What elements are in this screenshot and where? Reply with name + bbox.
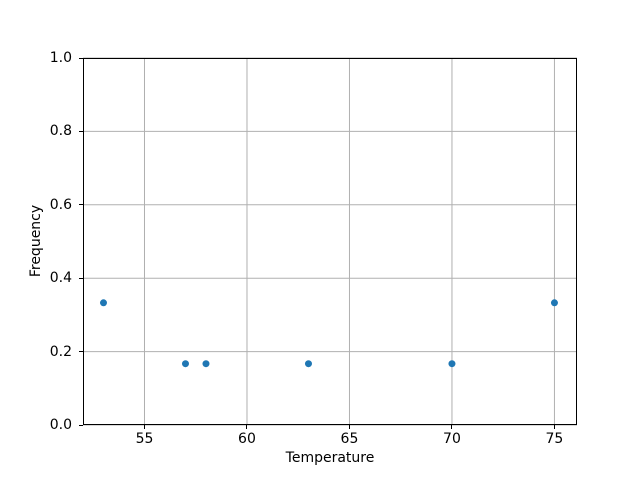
x-tick-mark — [451, 425, 453, 429]
x-tick-label: 75 — [545, 431, 564, 447]
y-tick-label: 0.8 — [49, 123, 72, 140]
x-tick-label: 65 — [340, 431, 359, 447]
scatter-point — [181, 360, 189, 368]
y-tick-label: 0.2 — [49, 343, 72, 360]
x-tick-mark — [143, 425, 145, 429]
y-tick-label: 1.0 — [49, 50, 72, 66]
x-tick-mark — [246, 425, 248, 429]
x-tick-mark — [348, 425, 350, 429]
y-tick-mark — [79, 424, 83, 426]
scatter-point — [304, 360, 312, 368]
x-tick-label: 55 — [135, 431, 154, 447]
plot-border — [83, 58, 577, 425]
y-tick-label: 0.4 — [49, 270, 72, 287]
scatter-point — [550, 299, 558, 307]
y-axis-label-text: Frequency — [28, 204, 45, 278]
scatter-point — [448, 360, 456, 368]
y-tick-label: 0.0 — [49, 417, 72, 433]
y-tick-mark — [79, 130, 83, 132]
plot-area — [83, 57, 577, 426]
y-tick-mark — [79, 351, 83, 353]
x-tick-label: 70 — [443, 431, 461, 447]
x-tick-label: 60 — [238, 431, 256, 447]
y-tick-mark — [79, 277, 83, 279]
x-axis-label: Temperature — [285, 450, 375, 466]
y-tick-mark — [79, 57, 83, 59]
x-tick-mark — [553, 425, 555, 429]
scatter-point — [202, 360, 210, 368]
scatter-point — [99, 299, 107, 307]
y-tick-mark — [79, 204, 83, 206]
y-tick-label: 0.6 — [49, 196, 72, 213]
